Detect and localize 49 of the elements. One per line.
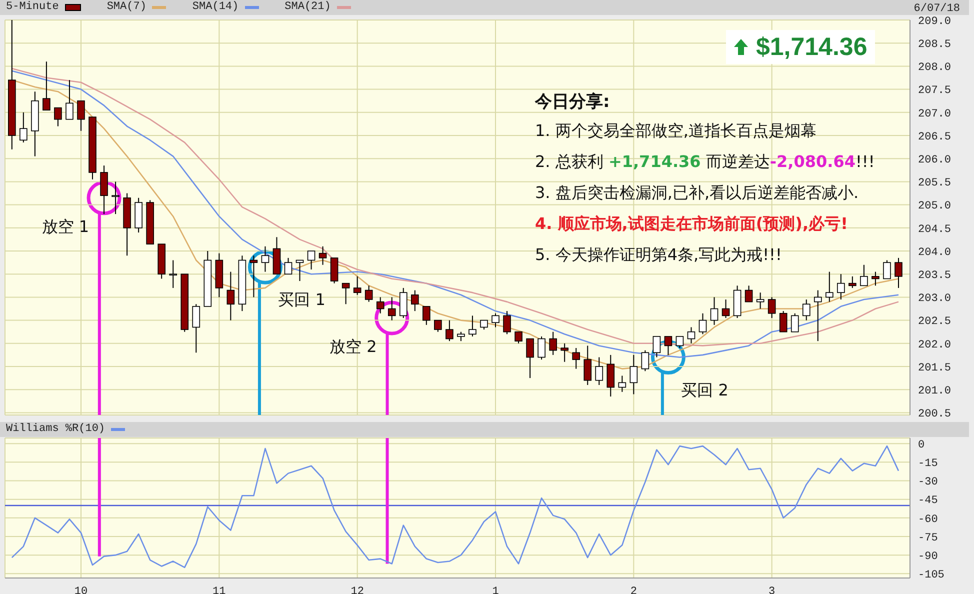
y-tick-label: 203.5: [918, 270, 952, 282]
y-tick-label: 201.5: [918, 362, 952, 374]
y-tick-label: 206.5: [918, 131, 952, 144]
y-tick-label: 200.5: [918, 408, 952, 421]
y-tick-label: 204.0: [918, 246, 952, 259]
y-tick-label: 209.0: [918, 16, 952, 28]
annotation: 5. 今天操作证明第4条,写此为戒!!!: [535, 245, 782, 264]
y-tick-label: 205.0: [918, 200, 952, 213]
y-tick-label: 201.0: [918, 385, 952, 398]
y-tick-label: -90: [918, 550, 938, 563]
y-tick-label: -105: [918, 570, 944, 582]
annotation: 3. 盘后突击检漏洞,已补,看以后逆差能否减小.: [535, 183, 859, 202]
y-tick-label: 206.0: [918, 154, 952, 166]
y-tick-label: 204.5: [918, 224, 952, 236]
x-tick-label: 12: [350, 586, 364, 594]
x-tick-label: 3: [768, 586, 776, 594]
y-tick-label: 208.0: [918, 62, 952, 74]
legend-label: 5-Minute: [6, 1, 59, 13]
annotation: 4. 顺应市场,试图走在市场前面(预测),必亏!: [535, 214, 848, 233]
y-tick-label: 0: [918, 439, 925, 452]
y-tick-label: -45: [918, 495, 938, 508]
y-tick-label: 208.5: [918, 39, 952, 52]
x-tick-label: 11: [212, 586, 226, 594]
y-tick-label: 205.5: [918, 178, 952, 190]
legend-label: SMA(14): [192, 1, 239, 13]
y-tick-label: -15: [918, 458, 938, 470]
annotation: 今日分享:: [535, 92, 610, 112]
annotation: 放空 2: [330, 336, 377, 356]
x-tick-label: 2: [630, 586, 637, 594]
annotation: 放空 1: [42, 216, 90, 236]
annotation: 1. 两个交易全部做空,道指长百点是烟幕: [535, 121, 816, 140]
annotation: $1,714.36: [756, 32, 868, 62]
y-tick-label: 202.5: [918, 316, 952, 328]
y-tick-label: 202.0: [918, 339, 952, 352]
x-tick-label: 1: [492, 586, 500, 594]
y-tick-label: 207.0: [918, 108, 952, 120]
legend-label: SMA(21): [284, 1, 331, 13]
legend-label: SMA(7): [106, 1, 146, 13]
annotation: 买回 1: [278, 290, 326, 310]
x-tick-label: 10: [74, 586, 88, 594]
annotation: 2. 总获利 +1,714.36 而逆差达-2,080.64!!!: [535, 152, 875, 171]
y-tick-label: -75: [918, 532, 938, 544]
y-tick-label: 203.0: [918, 293, 952, 306]
y-tick-label: 207.5: [918, 85, 952, 98]
text: 6/07/18: [914, 3, 960, 15]
y-tick-label: -30: [918, 476, 938, 489]
legend-label: Williams %R(10): [6, 423, 106, 435]
annotation: 买回 2: [681, 380, 728, 400]
y-tick-label: -60: [918, 514, 938, 526]
